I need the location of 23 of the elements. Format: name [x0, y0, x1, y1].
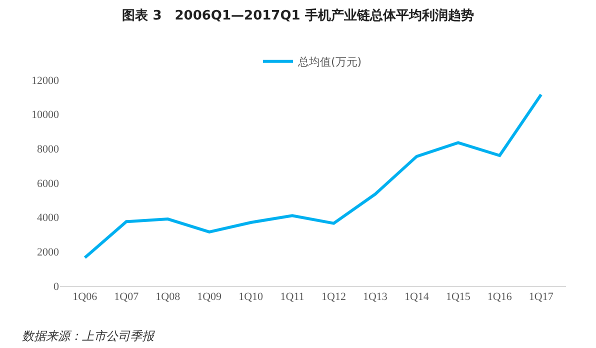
x-tick-label: 1Q12: [322, 291, 346, 304]
y-tick-label: 2000: [37, 246, 60, 259]
x-tick-label: 1Q06: [72, 291, 98, 304]
line-series: [83, 93, 543, 260]
x-tick-label: 1Q08: [156, 291, 181, 304]
source-note: 数据来源：上市公司季报: [22, 329, 155, 343]
legend-label: 总均值(万元): [297, 56, 362, 69]
y-tick-label: 4000: [37, 212, 60, 224]
x-tick-label: 1Q13: [362, 291, 388, 304]
x-tick-label: 1Q14: [404, 291, 430, 304]
x-tick-label: 1Q17: [528, 291, 554, 304]
x-tick-label: 1Q16: [487, 291, 512, 304]
x-tick-label: 1Q09: [197, 291, 222, 304]
x-tick-label: 1Q11: [280, 291, 304, 304]
y-tick-label: 10000: [32, 109, 60, 122]
x-tick-label: 1Q15: [446, 291, 471, 304]
y-tick-label: 12000: [32, 74, 60, 87]
chart-title: 图表 3 2006Q1—2017Q1 手机产业链总体平均利润趋势: [122, 8, 474, 24]
y-tick-label: 0: [54, 280, 60, 293]
y-tick-label: 6000: [37, 178, 60, 190]
x-tick-label: 1Q07: [114, 291, 140, 304]
x-tick-label: 1Q10: [238, 291, 264, 304]
y-tick-label: 8000: [37, 144, 60, 156]
